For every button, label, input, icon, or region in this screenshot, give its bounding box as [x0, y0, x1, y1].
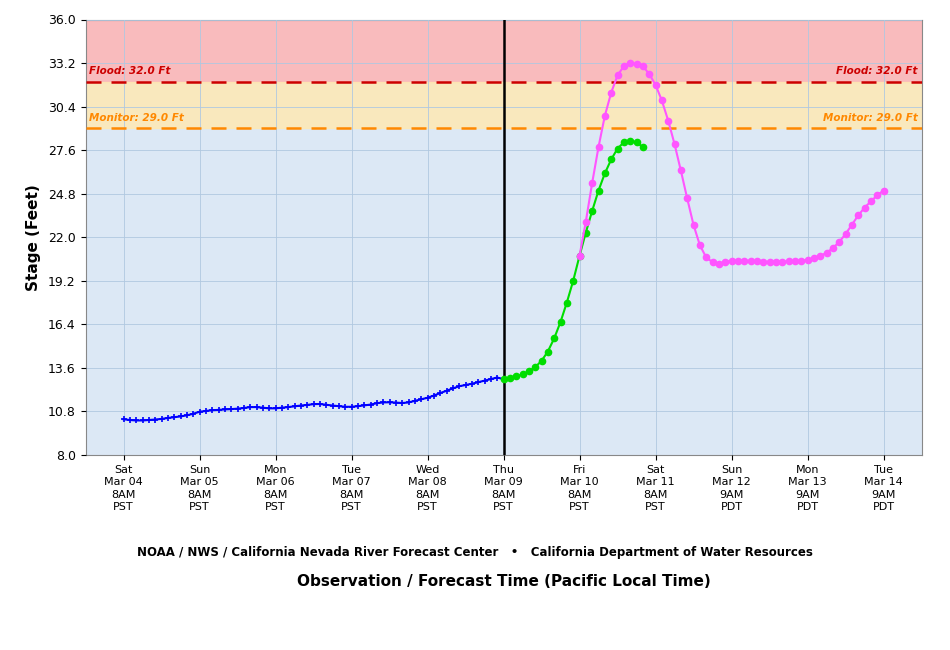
Bar	[86, 82, 922, 129]
Bar	[86, 20, 922, 82]
Text: Monitor: 29.0 Ft: Monitor: 29.0 Ft	[823, 113, 918, 123]
Text: Flood: 32.0 Ft: Flood: 32.0 Ft	[836, 66, 918, 76]
Text: NOAA / NWS / California Nevada River Forecast Center   •   California Department: NOAA / NWS / California Nevada River For…	[137, 546, 813, 559]
Y-axis label: Stage (Feet): Stage (Feet)	[26, 184, 41, 291]
Text: Flood: 32.0 Ft: Flood: 32.0 Ft	[89, 66, 171, 76]
Text: Monitor: 29.0 Ft: Monitor: 29.0 Ft	[89, 113, 184, 123]
X-axis label: Observation / Forecast Time (Pacific Local Time): Observation / Forecast Time (Pacific Loc…	[296, 575, 711, 590]
